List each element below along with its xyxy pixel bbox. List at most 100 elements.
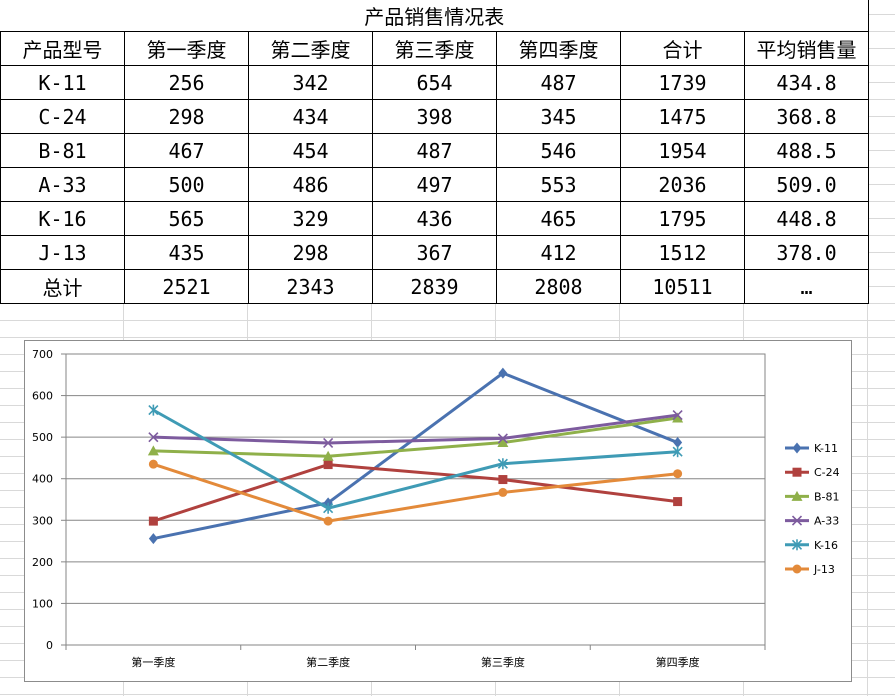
column-header[interactable]: 平均销售量 xyxy=(743,31,870,66)
x-tick-label: 第三季度 xyxy=(481,655,525,669)
value-cell[interactable]: 465 xyxy=(496,201,621,236)
data-point xyxy=(148,533,158,545)
value-cell[interactable]: 378.0 xyxy=(743,235,870,270)
y-tick-label: 300 xyxy=(32,514,53,527)
value-cell[interactable]: 367 xyxy=(372,235,497,270)
legend-label: A-33 xyxy=(814,515,839,528)
data-point xyxy=(322,450,334,461)
value-cell[interactable]: 1475 xyxy=(620,99,745,134)
legend-label: C-24 xyxy=(814,466,840,479)
legend-marker xyxy=(791,490,803,501)
value-cell[interactable]: 342 xyxy=(248,65,373,100)
value-cell[interactable]: 329 xyxy=(248,201,373,236)
series-line-C-24 xyxy=(152,463,678,523)
value-cell[interactable]: 435 xyxy=(124,235,249,270)
header-row: 产品型号 第一季度 第二季度 第三季度 第四季度 合计 平均销售量 xyxy=(0,31,870,66)
table-row: A-33 500 486 497 553 2036 509.0 xyxy=(0,167,870,202)
y-tick-label: 400 xyxy=(32,473,53,486)
value-cell[interactable]: 434.8 xyxy=(743,65,870,100)
value-cell[interactable]: 1795 xyxy=(620,201,745,236)
legend-label: B-81 xyxy=(814,490,840,503)
column-header[interactable]: 第三季度 xyxy=(372,31,497,66)
data-point xyxy=(323,460,333,470)
data-point-stroke xyxy=(497,433,508,444)
series-line-A-33 xyxy=(153,413,678,445)
x-tick-label: 第一季度 xyxy=(131,655,175,669)
value-cell[interactable]: 546 xyxy=(496,133,621,168)
data-point xyxy=(498,487,508,497)
value-cell[interactable]: 553 xyxy=(496,167,621,202)
value-cell[interactable]: 488.5 xyxy=(743,133,870,168)
data-point xyxy=(148,404,159,416)
value-cell[interactable]: 2521 xyxy=(124,269,249,304)
data-point xyxy=(148,432,159,443)
legend-marker xyxy=(791,539,803,551)
value-cell[interactable]: 654 xyxy=(372,65,497,100)
sales-table-region: 产品销售情况表 产品型号 第一季度 第二季度 第三季度 第四季度 合计 平均销售量 K-11… xyxy=(0,0,870,304)
series-line-K-16 xyxy=(152,408,678,510)
value-cell[interactable]: … xyxy=(743,269,870,304)
value-cell[interactable]: 565 xyxy=(124,201,249,236)
value-cell[interactable]: 467 xyxy=(124,133,249,168)
value-cell[interactable]: 454 xyxy=(248,133,373,168)
x-tick-label: 第四季度 xyxy=(656,655,700,669)
data-point xyxy=(323,516,333,526)
value-cell[interactable]: 2343 xyxy=(248,269,373,304)
product-cell[interactable]: C-24 xyxy=(0,99,125,134)
data-point xyxy=(148,516,158,526)
value-cell[interactable]: 10511 xyxy=(620,269,745,304)
value-cell[interactable]: 345 xyxy=(496,99,621,134)
column-header[interactable]: 产品型号 xyxy=(0,31,125,66)
data-point xyxy=(323,437,334,449)
line-chart[interactable]: 0 100 200 300 400 500 600 700 第一季度 第二季度 第三季度 第四季度 K-… xyxy=(24,340,852,682)
column-header[interactable]: 第二季度 xyxy=(248,31,373,66)
value-cell[interactable]: 298 xyxy=(248,235,373,270)
column-header[interactable]: 第四季度 xyxy=(496,31,621,66)
y-tick-label: 100 xyxy=(32,597,53,610)
table-row: K-16 565 329 436 465 1795 448.8 xyxy=(0,201,870,236)
data-point-stroke xyxy=(148,432,159,443)
product-cell[interactable]: A-33 xyxy=(0,167,125,202)
value-cell[interactable]: 500 xyxy=(124,167,249,202)
data-point xyxy=(497,433,508,444)
value-cell[interactable]: 412 xyxy=(496,235,621,270)
value-cell[interactable]: 256 xyxy=(124,65,249,100)
value-cell[interactable]: 1954 xyxy=(620,133,745,168)
data-point xyxy=(498,367,508,379)
table-row: B-81 467 454 487 546 1954 488.5 xyxy=(0,133,870,168)
column-header[interactable]: 合计 xyxy=(620,31,745,66)
value-cell[interactable]: 2808 xyxy=(496,269,621,304)
table-title[interactable]: 产品销售情况表 xyxy=(0,0,870,32)
table-row: 总计 2521 2343 2839 2808 10511… xyxy=(0,269,870,304)
value-cell[interactable]: 398 xyxy=(372,99,497,134)
value-cell[interactable]: 368.8 xyxy=(743,99,870,134)
value-cell[interactable]: 2839 xyxy=(372,269,497,304)
value-cell[interactable]: 1512 xyxy=(620,235,745,270)
table-row: C-24 298 434 398 345 1475 368.8 xyxy=(0,99,870,134)
product-cell[interactable]: B-81 xyxy=(0,133,125,168)
series-line-J-13 xyxy=(152,462,678,523)
value-cell[interactable]: 487 xyxy=(496,65,621,100)
value-cell[interactable]: 448.8 xyxy=(743,201,870,236)
value-cell[interactable]: 434 xyxy=(248,99,373,134)
x-tick-label: 第二季度 xyxy=(306,655,350,669)
y-tick-label: 500 xyxy=(32,431,53,444)
value-cell[interactable]: 2036 xyxy=(620,167,745,202)
value-cell[interactable]: 298 xyxy=(124,99,249,134)
legend-marker-stroke xyxy=(791,515,803,526)
data-point xyxy=(673,469,683,479)
data-point xyxy=(672,446,683,458)
value-cell[interactable]: 1739 xyxy=(620,65,745,100)
value-cell[interactable]: 487 xyxy=(372,133,497,168)
product-cell[interactable]: 总计 xyxy=(0,269,125,304)
y-tick-label: 600 xyxy=(32,390,53,403)
column-header[interactable]: 第一季度 xyxy=(124,31,249,66)
data-point xyxy=(498,475,508,485)
product-cell[interactable]: J-13 xyxy=(0,235,125,270)
value-cell[interactable]: 486 xyxy=(248,167,373,202)
product-cell[interactable]: K-16 xyxy=(0,201,125,236)
value-cell[interactable]: 509.0 xyxy=(743,167,870,202)
product-cell[interactable]: K-11 xyxy=(0,65,125,100)
value-cell[interactable]: 497 xyxy=(372,167,497,202)
value-cell[interactable]: 436 xyxy=(372,201,497,236)
